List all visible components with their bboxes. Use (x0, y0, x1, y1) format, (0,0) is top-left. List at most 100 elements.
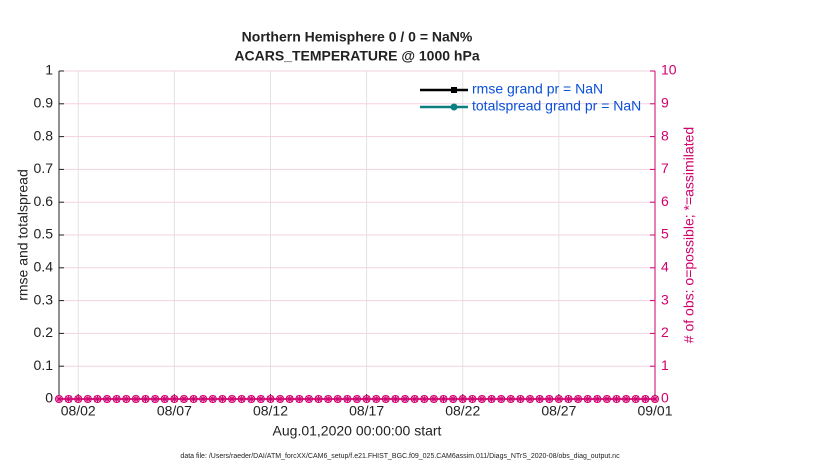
y-tick-label: 0.9 (34, 95, 54, 111)
marker (353, 395, 361, 403)
marker (401, 395, 410, 403)
marker (64, 395, 73, 403)
marker (602, 395, 611, 403)
marker (179, 395, 188, 403)
y2-tick-label: 10 (661, 62, 677, 78)
marker (151, 395, 160, 403)
y2-axis-label: # of obs: o=possible; *=assimilated (681, 127, 697, 343)
marker (93, 395, 102, 403)
x-tick-label: 08/12 (253, 403, 288, 419)
marker (468, 395, 477, 403)
marker (391, 395, 400, 403)
marker (83, 395, 92, 403)
marker (574, 395, 583, 403)
marker (103, 395, 112, 403)
marker (477, 395, 486, 403)
marker (554, 395, 563, 403)
y-tick-label: 0.2 (34, 324, 54, 340)
marker (256, 395, 265, 403)
marker (237, 395, 246, 403)
x-axis-label: Aug.01,2020 00:00:00 start (273, 423, 442, 439)
marker (74, 395, 83, 403)
marker (564, 395, 573, 403)
chart-title: Northern Hemisphere 0 / 0 = NaN% (242, 29, 473, 45)
y-tick-label: 0.6 (34, 193, 54, 209)
y-tick-label: 0.7 (34, 160, 54, 176)
x-tick-label: 08/27 (541, 403, 576, 419)
marker (266, 395, 275, 403)
marker (122, 395, 131, 403)
marker (420, 395, 429, 403)
footnote: data file: /Users/raeder/DAI/ATM_forcXX/… (180, 453, 620, 460)
marker (497, 395, 506, 403)
marker (487, 395, 496, 403)
y2-tick-label: 1 (661, 357, 669, 373)
x-tick-label: 09/01 (637, 403, 672, 419)
marker (314, 395, 323, 403)
marker (218, 395, 227, 403)
marker (55, 395, 63, 403)
marker (141, 395, 150, 403)
y2-tick-label: 3 (661, 291, 669, 307)
y2-tick-label: 5 (661, 226, 669, 242)
marker (372, 395, 381, 403)
marker (295, 395, 304, 403)
marker (593, 395, 602, 403)
marker (112, 395, 121, 403)
legend-marker (450, 103, 458, 111)
marker (526, 395, 535, 403)
marker (228, 395, 237, 403)
y-tick-label: 0.5 (34, 226, 54, 242)
marker (304, 395, 313, 403)
marker (276, 395, 285, 403)
legend-label: rmse grand pr = NaN (472, 81, 603, 97)
x-tick-label: 08/07 (157, 403, 192, 419)
marker (324, 395, 333, 403)
y2-tick-label: 4 (661, 259, 669, 275)
marker (612, 395, 621, 403)
marker (160, 395, 169, 403)
legend-marker (451, 87, 457, 93)
marker (247, 395, 256, 403)
marker (535, 395, 544, 403)
marker (208, 395, 217, 403)
y2-tick-label: 0 (661, 390, 669, 406)
y-tick-label: 0.1 (34, 357, 54, 373)
marker (458, 395, 467, 403)
marker (641, 395, 650, 403)
marker (189, 395, 198, 403)
marker (449, 395, 458, 403)
marker (516, 395, 525, 403)
marker (506, 395, 515, 403)
marker (343, 395, 352, 403)
marker (131, 395, 140, 403)
marker (622, 395, 631, 403)
marker (285, 395, 294, 403)
marker (439, 395, 448, 403)
legend-label: totalspread grand pr = NaN (472, 98, 641, 114)
y-axis-label: rmse and totalspread (15, 169, 31, 301)
marker (362, 395, 371, 403)
marker (381, 395, 390, 403)
y2-tick-label: 2 (661, 324, 669, 340)
marker (651, 395, 659, 403)
y-tick-label: 0.3 (34, 291, 54, 307)
marker (429, 395, 438, 403)
y-tick-label: 0 (45, 390, 53, 406)
y2-tick-label: 7 (661, 160, 669, 176)
marker (333, 395, 342, 403)
chart-subtitle: ACARS_TEMPERATURE @ 1000 hPa (234, 48, 479, 64)
y-tick-label: 0.4 (34, 259, 54, 275)
marker (410, 395, 419, 403)
marker (583, 395, 592, 403)
marker (170, 395, 179, 403)
y2-tick-label: 6 (661, 193, 669, 209)
x-tick-label: 08/17 (349, 403, 384, 419)
x-tick-label: 08/02 (61, 403, 96, 419)
marker (545, 395, 554, 403)
y-tick-label: 1 (45, 62, 53, 78)
marker (631, 395, 640, 403)
y2-tick-label: 9 (661, 95, 669, 111)
y-tick-label: 0.8 (34, 127, 54, 143)
